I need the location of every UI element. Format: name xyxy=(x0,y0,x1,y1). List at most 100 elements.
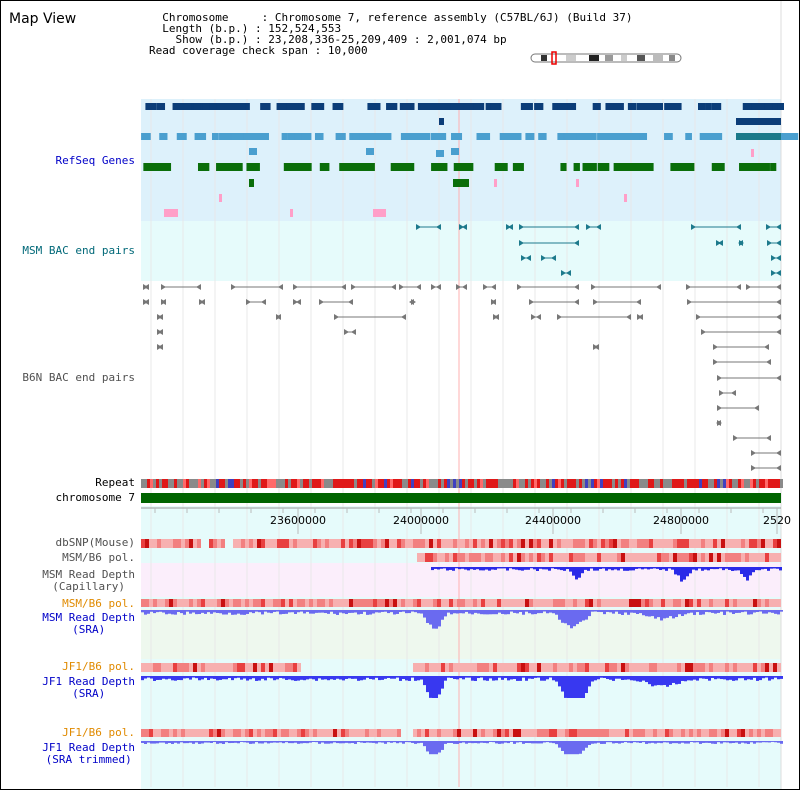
track-label-refseq[interactable]: RefSeq Genes xyxy=(55,154,135,167)
depth-bar xyxy=(165,610,168,615)
polymorphism-cell xyxy=(749,663,753,672)
polymorphism-cell xyxy=(733,599,737,607)
polymorphism-cell xyxy=(233,663,237,672)
track-label-jf1-pol-sra[interactable]: JF1/B6 pol. xyxy=(62,660,135,673)
polymorphism-cell xyxy=(557,539,561,548)
polymorphism-cell xyxy=(481,663,485,672)
track-label-msm-depth-sra[interactable]: MSM Read Depth (SRA) xyxy=(42,612,135,636)
polymorphism-cell xyxy=(209,599,213,607)
polymorphism-cell xyxy=(713,663,717,672)
track-label-jf1-pol-trimmed[interactable]: JF1/B6 pol. xyxy=(62,726,135,739)
depth-bar xyxy=(558,610,561,620)
depth-bar xyxy=(471,610,474,615)
depth-bar xyxy=(450,610,453,615)
polymorphism-cell xyxy=(441,729,445,737)
depth-bar xyxy=(572,567,575,576)
track-label-msm-bac[interactable]: MSM BAC end pairs xyxy=(22,244,135,257)
polymorphism-cell xyxy=(437,729,441,737)
polymorphism-cell xyxy=(713,539,717,548)
polymorphism-cell xyxy=(269,599,273,607)
depth-bar xyxy=(755,567,758,571)
bac-end-marker xyxy=(771,270,776,276)
polymorphism-cell xyxy=(401,539,405,548)
polymorphism-cell xyxy=(621,729,625,737)
depth-bar xyxy=(246,610,249,614)
gene-feature xyxy=(473,103,480,110)
track-label-jf1-depth-trimmed[interactable]: JF1 Read Depth (SRA trimmed) xyxy=(42,742,135,766)
bac-end-marker xyxy=(416,284,421,290)
depth-bar xyxy=(698,567,701,569)
gene-feature xyxy=(283,163,295,171)
depth-bar xyxy=(198,610,201,615)
polymorphism-cell xyxy=(165,729,169,737)
repeat-element xyxy=(450,479,453,488)
polymorphism-cell xyxy=(509,599,513,607)
length-value: 152,524,553 xyxy=(268,22,342,35)
repeat-element xyxy=(624,479,627,488)
depth-bar xyxy=(291,610,294,613)
polymorphism-cell xyxy=(249,663,253,672)
polymorphism-cell xyxy=(769,539,773,548)
depth-bar xyxy=(693,676,696,680)
depth-bar xyxy=(195,610,198,615)
depth-bar xyxy=(423,741,426,747)
track-label-msm-depth-capillary[interactable]: MSM Read Depth (Capillary) xyxy=(42,569,135,593)
gene-feature xyxy=(355,163,367,171)
depth-bar xyxy=(426,676,429,693)
depth-bar xyxy=(504,676,507,679)
polymorphism-cell xyxy=(533,553,537,562)
polymorphism-cell xyxy=(753,729,757,737)
depth-bar xyxy=(324,741,327,744)
depth-bar xyxy=(588,610,591,617)
repeat-element xyxy=(459,479,462,488)
polymorphism-cell xyxy=(445,599,449,607)
polymorphism-cell xyxy=(245,663,249,672)
repeat-element xyxy=(279,479,282,488)
polymorphism-cell xyxy=(193,663,197,672)
polymorphism-cell xyxy=(381,539,385,548)
track-label-jf1-depth-sra[interactable]: JF1 Read Depth (SRA) xyxy=(42,676,135,700)
track-label-b6n-bac[interactable]: B6N BAC end pairs xyxy=(22,371,135,384)
bac-end-marker xyxy=(529,299,534,305)
repeat-element xyxy=(492,479,495,488)
depth-bar xyxy=(315,676,318,681)
depth-bar xyxy=(390,676,393,679)
bac-end-marker xyxy=(766,224,771,230)
track-label-msm-pol-sra[interactable]: MSM/B6 pol. xyxy=(62,597,135,610)
track-label-msm-pol-capillary[interactable]: MSM/B6 pol. xyxy=(62,551,135,564)
depth-bar xyxy=(303,676,306,681)
polymorphism-cell xyxy=(253,663,257,672)
bac-end-marker xyxy=(491,299,496,305)
depth-bar xyxy=(387,676,390,678)
polymorphism-cell xyxy=(453,663,457,672)
polymorphism-cell xyxy=(661,729,665,737)
depth-bar xyxy=(777,741,780,743)
polymorphism-cell xyxy=(281,539,285,548)
depth-bar xyxy=(198,741,201,744)
repeat-element xyxy=(507,479,510,488)
depth-bar xyxy=(656,567,659,569)
repeat-element xyxy=(312,479,315,488)
polymorphism-cell xyxy=(289,729,293,737)
repeat-element xyxy=(315,479,318,488)
bac-end-marker xyxy=(716,420,721,426)
depth-bar xyxy=(549,610,552,613)
depth-bar xyxy=(674,567,677,575)
polymorphism-cell xyxy=(469,599,473,607)
depth-bar xyxy=(657,676,660,686)
polymorphism-cell xyxy=(685,553,689,562)
polymorphism-cell xyxy=(237,539,241,548)
repeat-element xyxy=(618,479,621,488)
depth-bar xyxy=(594,610,597,612)
depth-bar xyxy=(624,610,627,613)
depth-bar xyxy=(333,741,336,743)
depth-bar xyxy=(216,741,219,744)
gene-feature xyxy=(736,118,781,125)
depth-bar xyxy=(387,610,390,614)
track-label-dbsnp[interactable]: dbSNP(Mouse) xyxy=(55,536,135,549)
bac-end-marker xyxy=(776,450,781,456)
polymorphism-cell xyxy=(701,663,705,672)
polymorphism-cell xyxy=(629,663,633,672)
polymorphism-cell xyxy=(745,663,749,672)
